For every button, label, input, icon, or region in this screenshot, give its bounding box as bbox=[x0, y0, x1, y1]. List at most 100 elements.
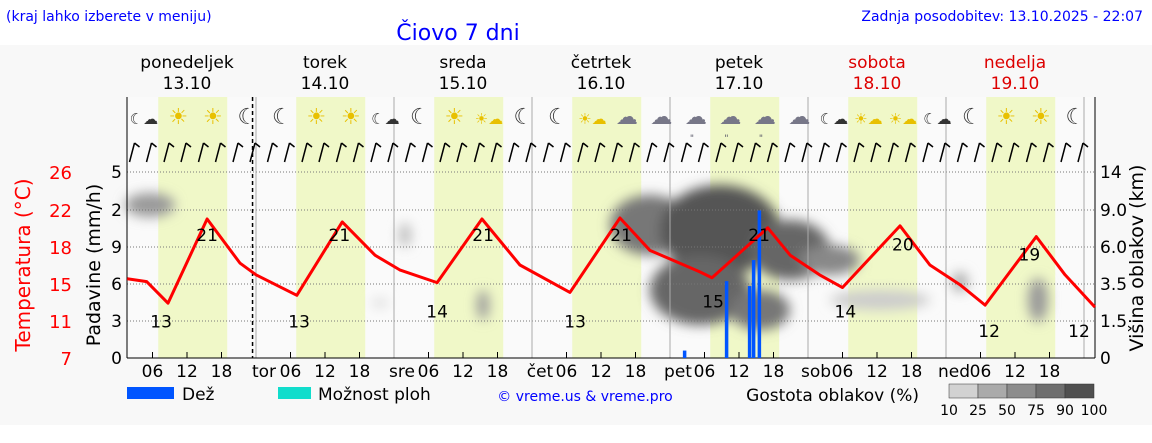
cloud-height-tick-label: 6.0 bbox=[1100, 238, 1127, 258]
sun-cloud-icon: ☀☁ bbox=[889, 110, 917, 128]
day-abbr-label: pet bbox=[664, 362, 692, 382]
precip-bar bbox=[747, 286, 752, 358]
rain-drops-icon: " bbox=[690, 134, 694, 144]
temp-extreme-label: 21 bbox=[196, 226, 218, 246]
x-tick-label: 06 bbox=[418, 362, 440, 382]
daylight-band bbox=[158, 97, 228, 358]
temp-tick-label: 7 bbox=[61, 349, 72, 370]
cloud-icon: ☁ bbox=[650, 105, 672, 130]
cloud-height-tick-label: 9.0 bbox=[1100, 201, 1127, 221]
x-tick-label: 12 bbox=[728, 362, 750, 382]
cloud-height-tick-label: 0 bbox=[1100, 349, 1111, 369]
day-abbr-label: sob bbox=[801, 362, 831, 382]
cloud-rain-icon: ☁ bbox=[754, 105, 776, 130]
density-swatch bbox=[1064, 383, 1095, 399]
day-name: petek bbox=[715, 53, 763, 73]
precip-tick-label: 6 bbox=[111, 275, 122, 295]
x-tick-label: 12 bbox=[452, 362, 474, 382]
x-tick-label: 18 bbox=[487, 362, 509, 382]
wind-barb-flag bbox=[444, 142, 451, 148]
wind-barb-flag bbox=[272, 142, 278, 148]
wind-barb-flag bbox=[427, 142, 433, 148]
day-name: nedelja bbox=[984, 53, 1046, 73]
x-tick-label: 06 bbox=[142, 362, 164, 382]
sun-icon: ☀ bbox=[203, 105, 223, 130]
moon-cloud-icon: ☾☁ bbox=[130, 110, 158, 128]
wind-barb-icon bbox=[145, 142, 153, 163]
wind-barb-icon bbox=[784, 142, 791, 163]
x-tick-label: 18 bbox=[625, 362, 647, 382]
cloud-height-tick-label: 14 bbox=[1100, 163, 1122, 183]
moon-cloud-icon: ☾☁ bbox=[371, 110, 399, 128]
wind-barb-flag bbox=[306, 142, 313, 148]
precip-tick-label: 3 bbox=[111, 312, 122, 332]
wind-barb-icon bbox=[680, 142, 688, 163]
density-swatch bbox=[977, 383, 1008, 399]
x-tick-label: 12 bbox=[314, 362, 336, 382]
day-abbr-label: sre bbox=[389, 362, 415, 382]
wind-barb-icon bbox=[611, 142, 619, 163]
density-swatch bbox=[948, 383, 979, 399]
temp-extreme-label: 12 bbox=[978, 322, 1000, 342]
wind-barb-flag bbox=[944, 142, 951, 148]
showers-legend-label: Možnost ploh bbox=[318, 385, 431, 405]
sun-cloud-icon: ☀☁ bbox=[475, 110, 503, 128]
temp-tick-label: 18 bbox=[49, 238, 72, 259]
wind-barb-icon bbox=[163, 142, 170, 163]
precip-tick-label: 2 bbox=[111, 201, 122, 221]
temp-extreme-label: 13 bbox=[288, 312, 310, 332]
wind-barb-flag bbox=[927, 142, 934, 148]
wind-barb-icon bbox=[697, 142, 705, 163]
day-date: 14.10 bbox=[301, 74, 350, 94]
precip-axis-title: Padavine (mm/h) bbox=[83, 184, 105, 347]
temp-axis-title: Temperatura (°C) bbox=[11, 178, 35, 352]
wind-barb-icon bbox=[559, 142, 567, 163]
wind-barb-icon bbox=[973, 142, 981, 163]
wind-barb-icon bbox=[594, 142, 601, 163]
wind-barb-flag bbox=[220, 142, 226, 148]
x-tick-label: 18 bbox=[1039, 362, 1061, 382]
wind-barb-icon bbox=[214, 142, 222, 163]
x-tick-label: 18 bbox=[763, 362, 785, 382]
x-tick-label: 12 bbox=[176, 362, 198, 382]
wind-barb-icon bbox=[370, 142, 377, 163]
wind-barb-flag bbox=[151, 142, 157, 148]
wind-barb-flag bbox=[392, 142, 399, 148]
density-swatch bbox=[1006, 383, 1037, 399]
moon-icon: ☾ bbox=[238, 105, 258, 130]
copyright-link[interactable]: © vreme.us & vreme.pro bbox=[497, 389, 672, 405]
wind-barb-flag bbox=[1065, 142, 1072, 148]
x-tick-label: 12 bbox=[866, 362, 888, 382]
wind-barb-flag bbox=[582, 142, 589, 148]
temp-extreme-label: 13 bbox=[564, 312, 586, 332]
cloud-blob bbox=[660, 185, 780, 275]
wind-barb-icon bbox=[818, 142, 826, 163]
moon-icon: ☾ bbox=[514, 105, 534, 130]
cloud-blob bbox=[830, 290, 930, 310]
x-tick-label: 06 bbox=[280, 362, 302, 382]
temp-tick-label: 22 bbox=[49, 201, 72, 222]
wind-barb-icon bbox=[387, 142, 394, 163]
x-tick-label: 12 bbox=[590, 362, 612, 382]
wind-barb-flag bbox=[548, 142, 554, 148]
cloud-blob bbox=[125, 193, 175, 217]
temp-tick-label: 26 bbox=[49, 163, 72, 184]
wind-barb-flag bbox=[1082, 142, 1089, 148]
day-date: 13.10 bbox=[163, 74, 212, 94]
wind-barb-flag bbox=[858, 142, 865, 148]
wind-barb-flag bbox=[686, 142, 692, 148]
x-tick-label: 06 bbox=[556, 362, 578, 382]
wind-barb-flag bbox=[772, 142, 778, 148]
region-hint-link[interactable]: (kraj lahko izberete v meniju) bbox=[6, 9, 212, 25]
day-date: 16.10 bbox=[577, 74, 626, 94]
wind-barb-flag bbox=[254, 142, 261, 148]
wind-barb-flag bbox=[979, 142, 985, 148]
temp-extreme-label: 15 bbox=[702, 293, 724, 313]
daylight-band bbox=[848, 97, 918, 358]
density-tick-label: 50 bbox=[998, 403, 1016, 419]
temp-extreme-label: 13 bbox=[150, 312, 172, 332]
wind-barb-icon bbox=[732, 142, 739, 163]
wind-barb-flag bbox=[341, 142, 347, 148]
wind-barb-icon bbox=[439, 142, 446, 163]
